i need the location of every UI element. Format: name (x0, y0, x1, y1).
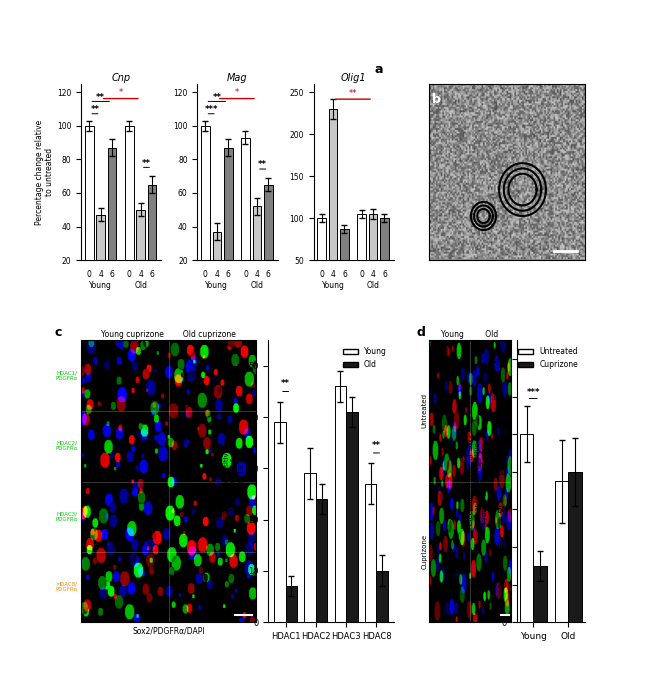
Text: a: a (374, 63, 383, 75)
Text: **: ** (213, 93, 222, 102)
Bar (316, 499, 328, 622)
Legend: Untreated, Cuprizone: Untreated, Cuprizone (515, 344, 581, 372)
Bar (286, 586, 297, 622)
Bar (241, 138, 250, 294)
Title: Young         Old: Young Old (441, 331, 499, 340)
Bar (520, 434, 533, 622)
Text: **: ** (258, 160, 267, 169)
Bar (569, 472, 582, 622)
Text: **: ** (281, 380, 290, 389)
Text: c: c (55, 326, 62, 339)
Bar (329, 109, 337, 302)
Text: Cuprizone: Cuprizone (421, 534, 427, 569)
Text: **: ** (96, 93, 105, 102)
Text: **: ** (372, 441, 381, 450)
Bar (136, 210, 145, 294)
Text: HDAC3/
PDGFRα: HDAC3/ PDGFRα (55, 511, 78, 521)
Bar (369, 214, 378, 302)
Bar (201, 126, 210, 294)
Bar (304, 473, 316, 622)
Bar (213, 231, 221, 294)
Text: Sox2/PDGFRα/DAPI: Sox2/PDGFRα/DAPI (133, 626, 205, 635)
Bar (380, 218, 389, 302)
Y-axis label: Percentage change of Sox2
nuclear intensity relative to
young untreated mice: Percentage change of Sox2 nuclear intens… (469, 433, 489, 530)
Bar (253, 206, 261, 294)
Text: Old: Old (367, 281, 380, 290)
Bar (533, 565, 547, 622)
Title: Olig1: Olig1 (341, 73, 367, 83)
Bar (346, 412, 358, 622)
Text: *: * (235, 88, 239, 97)
Bar (224, 147, 233, 294)
Bar (274, 422, 286, 622)
Bar (125, 126, 134, 294)
Title: Mag: Mag (227, 73, 248, 83)
Text: Young: Young (205, 281, 228, 290)
Bar (555, 481, 569, 622)
Text: d: d (417, 326, 425, 339)
Bar (85, 126, 94, 294)
Bar (96, 215, 105, 294)
Text: **: ** (90, 105, 99, 114)
Bar (376, 571, 388, 622)
Text: ***: *** (204, 105, 218, 114)
Title: Cnp: Cnp (112, 73, 131, 83)
Y-axis label: Percentage of HDAC &
PDGFRα double-positive cells
per total PDGFRα & DAPI
per 11: Percentage of HDAC & PDGFRα double-posit… (217, 430, 245, 532)
Text: Young: Young (322, 281, 344, 290)
Bar (317, 218, 326, 302)
Bar (108, 147, 116, 294)
Bar (340, 229, 349, 302)
Bar (335, 387, 346, 622)
Text: Young: Young (89, 281, 112, 290)
Text: Untreated: Untreated (421, 394, 427, 428)
Text: ***: *** (526, 388, 540, 397)
Y-axis label: Percentage change relative
to untreated: Percentage change relative to untreated (35, 120, 54, 224)
Bar (264, 185, 272, 294)
Text: Old: Old (135, 281, 148, 290)
Text: HDAC8/
PDGFRα: HDAC8/ PDGFRα (55, 582, 78, 592)
Bar (365, 484, 376, 622)
Text: **: ** (142, 159, 151, 168)
Text: HDAC1/
PDGFRα: HDAC1/ PDGFRα (55, 370, 78, 381)
Bar (358, 214, 366, 302)
Text: b: b (432, 93, 441, 106)
Text: HDAC2/
PDGFRα: HDAC2/ PDGFRα (55, 440, 78, 452)
Legend: Young, Old: Young, Old (339, 344, 390, 372)
Title: Young cuprizone        Old cuprizone: Young cuprizone Old cuprizone (101, 331, 237, 340)
Bar (148, 185, 157, 294)
Text: **: ** (349, 89, 358, 98)
Text: Old: Old (250, 281, 263, 290)
Text: *: * (118, 88, 123, 97)
